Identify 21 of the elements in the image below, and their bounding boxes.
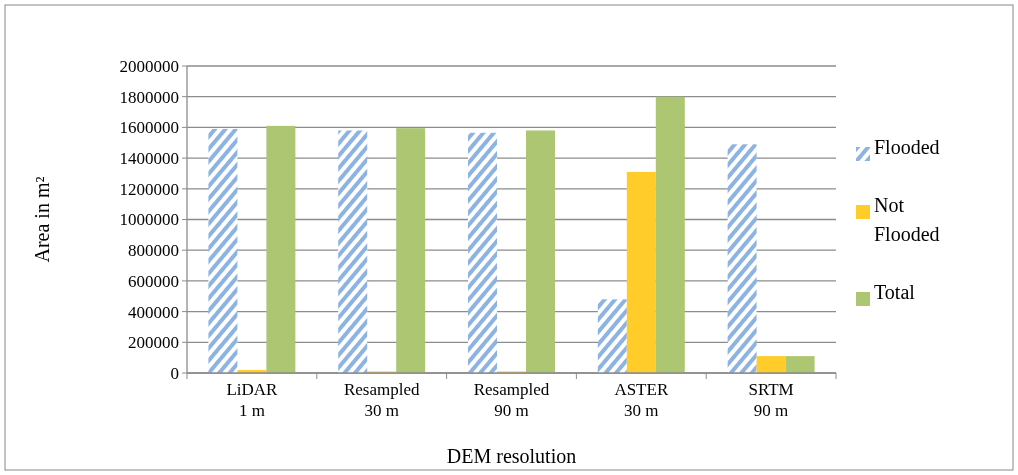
legend-label: Flooded (874, 136, 940, 158)
y-tick-label: 2000000 (119, 56, 179, 76)
x-axis-title: DEM resolution (446, 445, 577, 467)
y-tick-label: 800000 (128, 241, 179, 261)
x-tick-label: LiDAR 1 m (226, 380, 279, 420)
y-tick-label: 1000000 (119, 210, 179, 230)
x-tick-label: Resampled 30 m (343, 380, 420, 420)
y-tick-label: 600000 (128, 271, 179, 291)
y-tick-label: 200000 (128, 333, 179, 353)
y-tick-label: 1400000 (119, 149, 179, 169)
y-tick-label: 0 (170, 363, 179, 383)
x-tick-label: Resampled 90 m (473, 380, 550, 420)
y-tick-label: 1800000 (119, 87, 179, 107)
y-tick-label: 1200000 (119, 179, 179, 199)
x-tick-label: SRTM 90 m (748, 380, 794, 420)
legend-label: Total (874, 281, 916, 303)
y-tick-label: 400000 (128, 302, 179, 322)
y-axis-title: Area in m² (31, 176, 53, 263)
legend-label: Not Flooded (874, 194, 940, 245)
x-tick-label: ASTER 30 m (614, 380, 669, 420)
y-tick-label: 1600000 (119, 118, 179, 138)
